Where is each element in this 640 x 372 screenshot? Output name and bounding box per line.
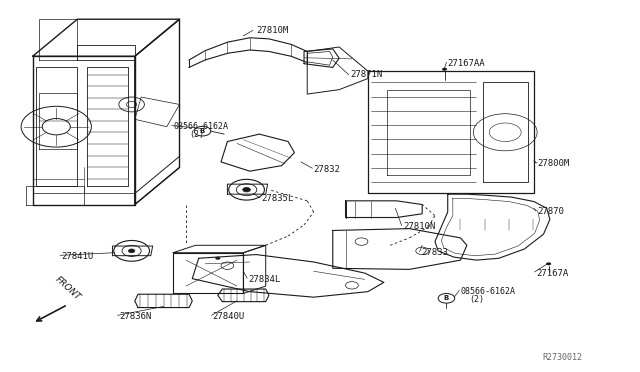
Circle shape [243, 187, 250, 192]
Text: 27833: 27833 [421, 248, 448, 257]
Text: 27870: 27870 [537, 208, 564, 217]
Text: 27835L: 27835L [261, 195, 294, 203]
Text: (2): (2) [189, 129, 204, 139]
Circle shape [129, 249, 135, 253]
Circle shape [442, 68, 447, 71]
Text: 27834L: 27834L [248, 275, 281, 284]
Text: 08566-6162A: 08566-6162A [173, 122, 228, 131]
Text: (2): (2) [468, 295, 484, 304]
Text: 27841U: 27841U [61, 252, 93, 261]
Text: 27167AA: 27167AA [448, 59, 485, 68]
Text: FRONT: FRONT [53, 275, 82, 302]
Circle shape [546, 262, 551, 265]
Text: B: B [444, 295, 449, 301]
Text: 27810M: 27810M [256, 26, 289, 35]
Text: 27810N: 27810N [403, 222, 435, 231]
Text: 27871N: 27871N [351, 70, 383, 79]
Text: B: B [200, 128, 205, 134]
Circle shape [215, 257, 220, 260]
Text: 27167A: 27167A [536, 269, 568, 278]
Text: 27832: 27832 [314, 165, 340, 174]
Text: 27800M: 27800M [537, 159, 570, 168]
Text: R2730012: R2730012 [543, 353, 582, 362]
Text: 08566-6162A: 08566-6162A [461, 287, 515, 296]
Text: 27836N: 27836N [119, 312, 151, 321]
Text: 27840U: 27840U [212, 312, 245, 321]
